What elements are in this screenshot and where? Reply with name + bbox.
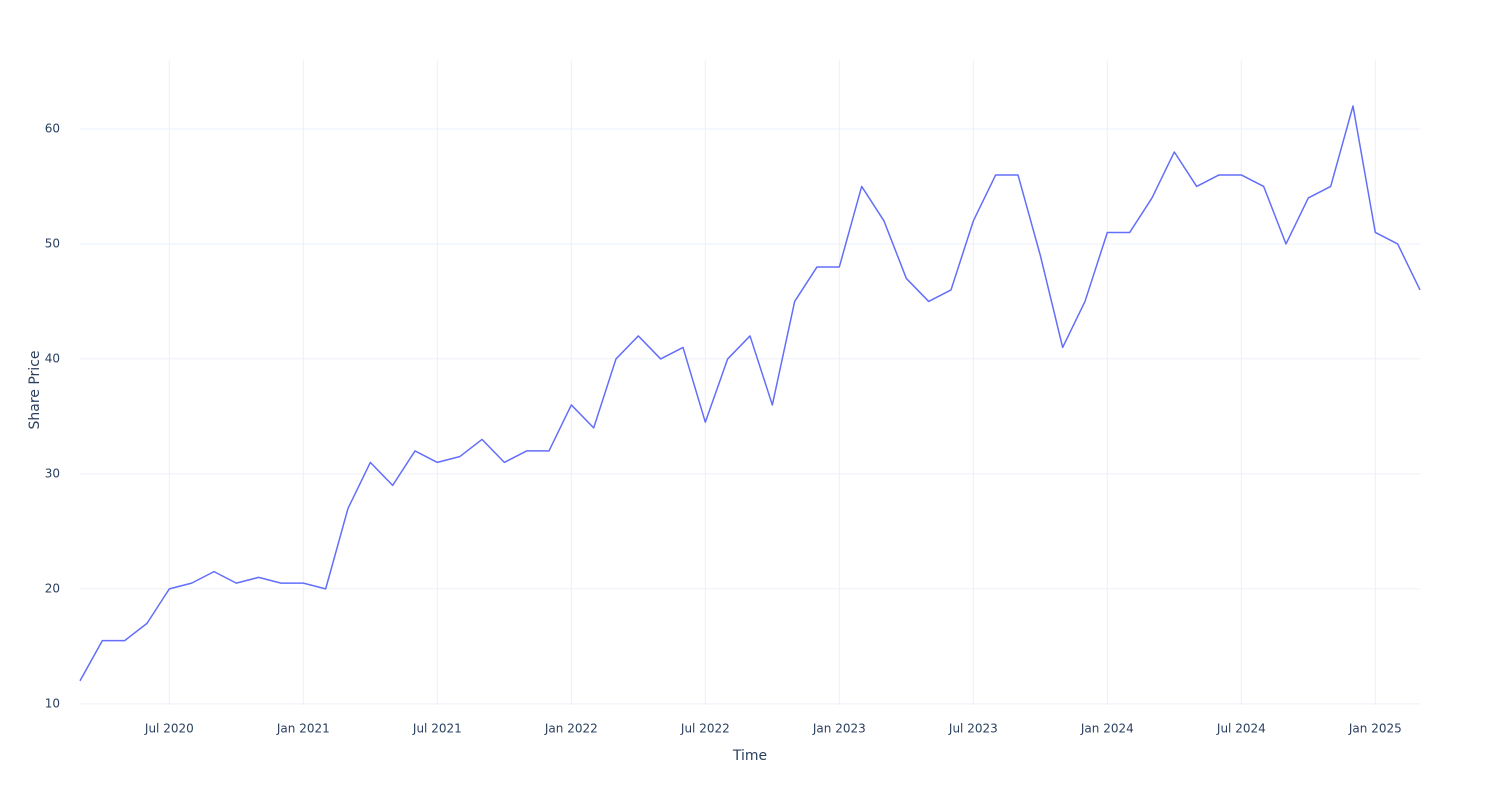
grid [80,60,1420,705]
x-tick-label: Jul 2020 [144,722,194,736]
y-tick-label: 20 [45,581,60,595]
x-tick-label: Jan 2022 [544,722,598,736]
y-tick-label: 60 [45,121,60,135]
x-tick-label: Jul 2022 [680,722,730,736]
x-tick-label: Jul 2023 [948,722,998,736]
x-tick-label: Jan 2021 [276,722,330,736]
x-tick-label: Jul 2021 [412,722,462,736]
y-tick-label: 50 [45,236,60,250]
y-tick-label: 40 [45,351,60,365]
y-tick-label: 10 [45,696,60,710]
x-tick-label: Jul 2024 [1216,722,1266,736]
x-tick-label: Jan 2024 [1080,722,1134,736]
x-tick-label: Jan 2023 [812,722,866,736]
y-axis-title: Share Price [27,350,43,429]
x-axis-title: Time [732,748,767,764]
x-tick-label: Jan 2025 [1348,722,1402,736]
y-tick-label: 30 [45,466,60,480]
price-line [79,105,1421,682]
